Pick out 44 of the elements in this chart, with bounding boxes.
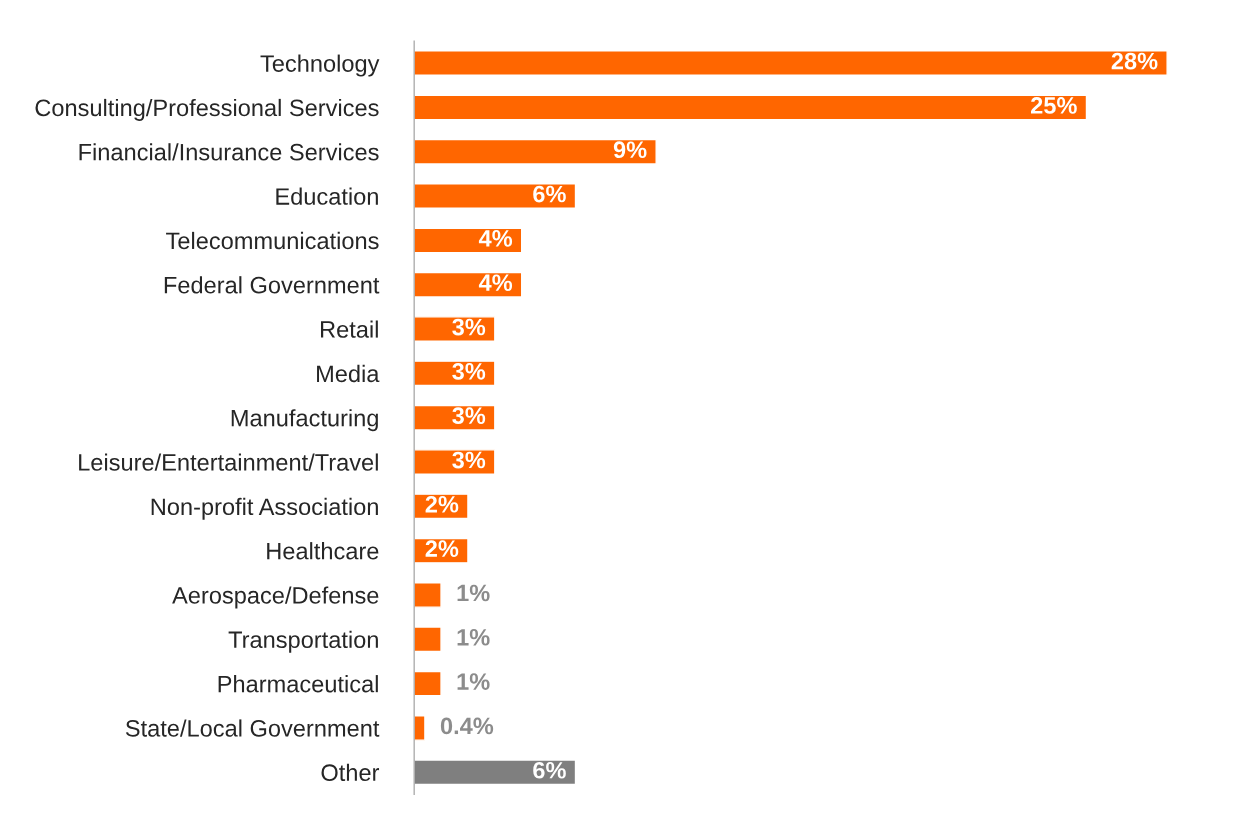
bar (414, 759, 577, 786)
y-tick-label: Education (276, 187, 378, 205)
data-label: 3% (452, 362, 486, 380)
data-label: 0.4% (440, 717, 494, 735)
data-label: 9% (613, 141, 647, 159)
data-label: 3% (452, 407, 486, 425)
bar (414, 582, 442, 608)
data-label: 2% (425, 495, 459, 513)
bar (414, 715, 426, 741)
y-tick-label: Retail (321, 320, 378, 338)
data-label: 25% (1031, 97, 1077, 114)
y-tick-label: Non-profit Association (151, 497, 378, 520)
data-label: 4% (478, 274, 513, 292)
data-label: 4% (478, 230, 513, 247)
y-tick-label: Aerospace/Defense (172, 586, 379, 609)
bar (414, 626, 442, 653)
bar (414, 271, 523, 298)
y-tick-label: Other (321, 763, 380, 782)
data-label: 3% (452, 318, 486, 336)
y-tick-label: Financial/Insurance Services (79, 143, 379, 161)
data-label: 6% (533, 761, 566, 779)
data-label: 1% (457, 628, 490, 646)
bar (414, 138, 657, 165)
y-tick-label: Media (317, 364, 380, 383)
data-label: 3% (452, 451, 486, 469)
y-tick-label: State/Local Government (125, 719, 380, 737)
data-label: 1% (457, 584, 490, 602)
y-tick-label: Transportation (228, 630, 378, 653)
y-tick-label: Healthcare (267, 542, 379, 560)
data-label: 1% (457, 673, 490, 690)
y-tick-label: Consulting/Professional Services (35, 98, 379, 121)
y-tick-label: Technology (260, 54, 380, 77)
bar (414, 183, 577, 209)
y-tick-label: Leisure/Entertainment/Travel (79, 453, 378, 471)
y-tick-label: Pharmaceutical (218, 675, 378, 693)
data-label: 6% (533, 185, 566, 203)
bar (414, 94, 1088, 121)
bar (414, 50, 1168, 76)
data-label: 2% (425, 540, 459, 557)
y-tick-label: Federal Government (164, 276, 380, 294)
bar (414, 670, 442, 697)
y-tick-label: Telecommunications (166, 231, 379, 250)
data-label: 28% (1111, 52, 1158, 70)
y-tick-label: Manufacturing (231, 409, 378, 432)
